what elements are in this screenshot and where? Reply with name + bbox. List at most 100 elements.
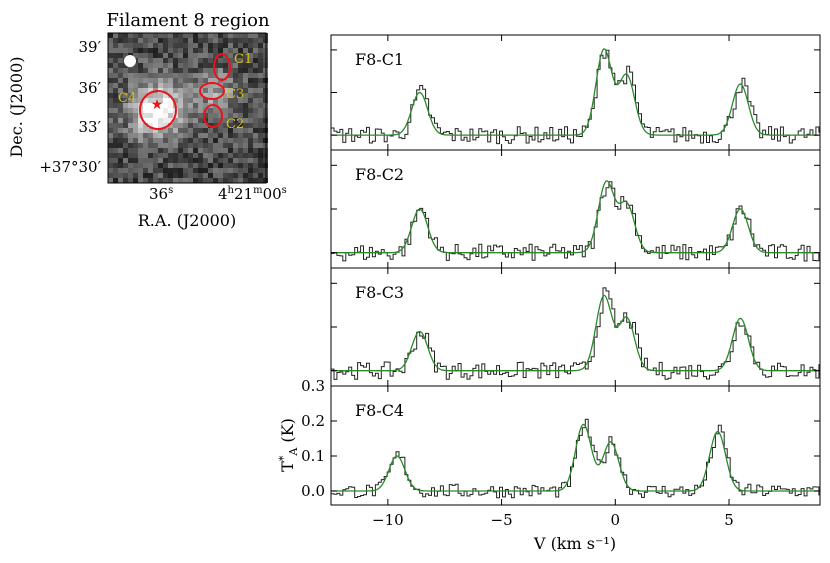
map-pixel [168,48,173,53]
map-pixel [233,163,238,168]
map-pixel [193,123,198,128]
map-frame [107,32,267,184]
map-pixel [188,138,193,143]
map-pixel [243,98,248,103]
map-pixel [253,178,258,183]
ellipse-label-c2: C2 [226,117,244,132]
map-pixel [203,148,208,153]
map-pixel [158,118,163,123]
map-pixel [218,153,223,158]
map-pixel [193,168,198,173]
map-pixel [108,123,113,128]
map-pixel [203,83,208,88]
map-pixel [188,128,193,133]
map-pixel [158,33,163,38]
map-pixel [143,38,148,43]
map-pixel [173,128,178,133]
map-pixel [248,73,253,78]
map-pixel [153,48,158,53]
map-pixel [223,133,228,138]
map-pixel [153,38,158,43]
dec-tick-30: +37°30′ [39,158,101,176]
panel-label: F8-C3 [355,283,404,302]
map-pixel [168,38,173,43]
map-pixel [133,143,138,148]
map-pixel [213,48,218,53]
map-pixel [143,143,148,148]
y-tick-label: 0.2 [301,412,325,430]
map-pixel [233,83,238,88]
map-pixel [208,38,213,43]
map-pixel [198,158,203,163]
map-pixel [233,173,238,178]
map-pixel [168,148,173,153]
map-pixel [143,58,148,63]
map-pixel [193,143,198,148]
map-pixel [168,123,173,128]
map-pixel [158,178,163,183]
map-pixel [213,83,218,88]
map-pixel [173,38,178,43]
map-pixel [213,173,218,178]
map-pixel [248,98,253,103]
map-pixel [153,173,158,178]
panel-frame [330,385,821,506]
map-pixel [133,178,138,183]
map-pixel [178,148,183,153]
map-pixel [203,38,208,43]
map-pixel [218,133,223,138]
map-pixel [213,98,218,103]
map-pixel [163,173,168,178]
map-pixel [183,73,188,78]
map-pixel [148,163,153,168]
map-pixel [228,178,233,183]
map-pixel [118,63,123,68]
map-pixel [173,98,178,103]
map-pixel [178,68,183,73]
map-pixel [108,148,113,153]
map-pixel [203,78,208,83]
map-pixel [253,48,258,53]
map-pixel [113,173,118,178]
map-pixel [213,143,218,148]
map-pixel [208,78,213,83]
map-pixel [208,178,213,183]
map-pixel [228,98,233,103]
map-pixel [218,163,223,168]
map-pixel [128,178,133,183]
map-pixel [168,53,173,58]
map-pixel [188,78,193,83]
map-pixel [213,118,218,123]
map-pixel [168,58,173,63]
map-pixel [183,103,188,108]
ellipse-label-c3: C3 [226,87,244,102]
map-pixel [173,143,178,148]
map-pixel [258,93,263,98]
map-pixel [193,163,198,168]
map-pixel [188,43,193,48]
map-pixel [123,93,128,98]
map-pixel [203,58,208,63]
map-pixel [228,173,233,178]
map-pixel [138,43,143,48]
map-pixel [128,78,133,83]
map-title: Filament 8 region [106,10,270,31]
map-pixel [183,113,188,118]
map-pixel [258,63,263,68]
map-pixel [253,158,258,163]
map-pixel [153,98,158,103]
map-pixel [123,63,128,68]
map-pixel [138,48,143,53]
map-pixel [198,68,203,73]
map-pixel [218,68,223,73]
map-pixel [188,33,193,38]
map-pixel [118,98,123,103]
map-pixel [163,83,168,88]
map-pixel [243,78,248,83]
map-pixel [178,168,183,173]
map-pixel [198,83,203,88]
map-pixel [183,48,188,53]
map-pixel [118,113,123,118]
map-pixel [178,33,183,38]
